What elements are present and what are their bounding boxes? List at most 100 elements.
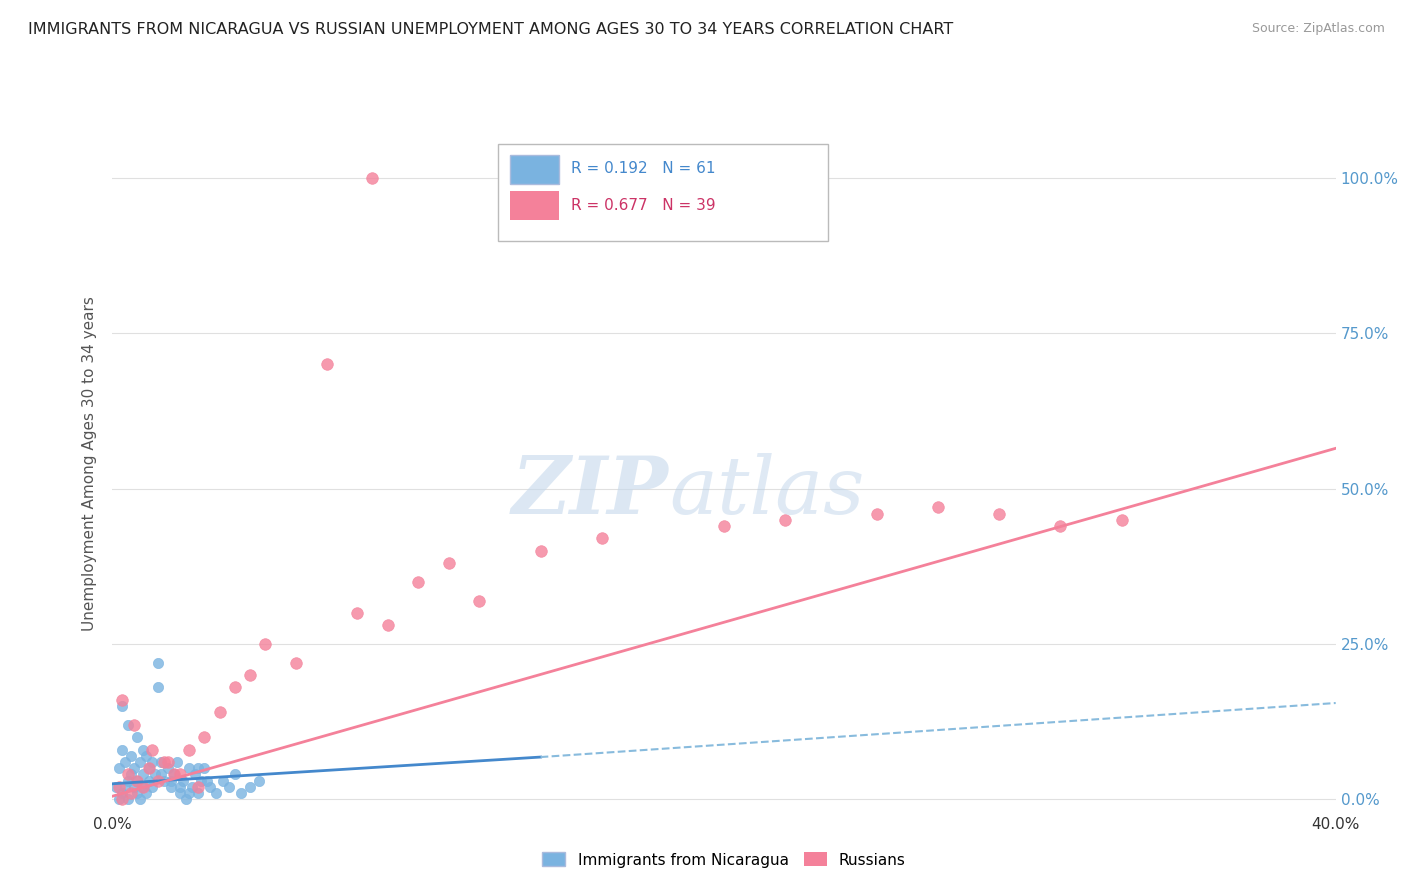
Point [177, 786, 200, 800]
Point [122, 761, 145, 775]
FancyBboxPatch shape [510, 191, 560, 220]
Text: R = 0.192   N = 61: R = 0.192 N = 61 [571, 161, 716, 176]
Text: Source: ZipAtlas.com: Source: ZipAtlas.com [1251, 22, 1385, 36]
Point [141, 780, 163, 794]
FancyBboxPatch shape [498, 144, 828, 241]
FancyBboxPatch shape [510, 155, 560, 184]
Legend: Immigrants from Nicaragua, Russians: Immigrants from Nicaragua, Russians [536, 847, 912, 873]
Point [713, 519, 735, 533]
Point [591, 532, 613, 546]
Point [169, 767, 191, 781]
Point [159, 780, 181, 794]
Point [148, 773, 170, 788]
Point [988, 507, 1011, 521]
Text: ZIP: ZIP [512, 453, 669, 531]
Point [775, 513, 797, 527]
Point [111, 699, 134, 714]
Point [208, 706, 231, 720]
Point [111, 786, 134, 800]
Text: IMMIGRANTS FROM NICARAGUA VS RUSSIAN UNEMPLOYMENT AMONG AGES 30 TO 34 YEARS CORR: IMMIGRANTS FROM NICARAGUA VS RUSSIAN UNE… [28, 22, 953, 37]
Point [120, 748, 142, 763]
Point [138, 761, 160, 775]
Point [218, 780, 240, 794]
Point [129, 755, 152, 769]
Point [377, 618, 399, 632]
Point [866, 507, 889, 521]
Point [177, 742, 200, 756]
Point [114, 755, 136, 769]
Point [193, 761, 215, 775]
Point [111, 742, 134, 756]
Point [187, 786, 209, 800]
Text: atlas: atlas [669, 453, 865, 531]
Point [153, 773, 176, 788]
Point [141, 742, 163, 756]
Point [468, 593, 491, 607]
Point [408, 574, 430, 589]
Point [224, 767, 246, 781]
Point [187, 780, 209, 794]
Point [122, 717, 145, 731]
Point [169, 780, 191, 794]
Point [117, 792, 139, 806]
Point [148, 656, 170, 670]
Point [169, 786, 191, 800]
Point [125, 786, 148, 800]
Point [530, 543, 553, 558]
Point [114, 780, 136, 794]
Point [132, 742, 155, 756]
Point [174, 792, 197, 806]
Point [107, 780, 129, 794]
Point [132, 767, 155, 781]
Point [1049, 519, 1071, 533]
Point [125, 773, 148, 788]
Point [437, 556, 460, 570]
Point [229, 786, 252, 800]
Point [1111, 513, 1133, 527]
Point [111, 693, 134, 707]
Point [190, 773, 212, 788]
Point [135, 786, 157, 800]
Point [166, 755, 188, 769]
Point [143, 767, 166, 781]
Point [346, 606, 368, 620]
Point [247, 773, 270, 788]
Point [927, 500, 949, 515]
Point [125, 730, 148, 744]
Point [239, 668, 262, 682]
Point [132, 780, 155, 794]
Point [135, 748, 157, 763]
Point [193, 730, 215, 744]
Point [239, 780, 262, 794]
Point [163, 767, 186, 781]
Point [104, 780, 127, 794]
Point [163, 767, 186, 781]
Point [122, 780, 145, 794]
Point [159, 773, 181, 788]
Point [141, 755, 163, 769]
Point [107, 761, 129, 775]
Point [361, 171, 384, 186]
Point [156, 761, 179, 775]
Point [117, 773, 139, 788]
Point [111, 792, 134, 806]
Point [172, 773, 194, 788]
Point [184, 767, 207, 781]
Point [150, 755, 173, 769]
Point [138, 773, 160, 788]
Point [195, 773, 218, 788]
Point [148, 681, 170, 695]
Point [120, 767, 142, 781]
Point [177, 761, 200, 775]
Y-axis label: Unemployment Among Ages 30 to 34 years: Unemployment Among Ages 30 to 34 years [82, 296, 97, 632]
Point [315, 358, 337, 372]
Point [132, 780, 155, 794]
Point [117, 717, 139, 731]
Point [150, 767, 173, 781]
Point [187, 761, 209, 775]
Point [125, 773, 148, 788]
Point [254, 637, 277, 651]
Point [224, 681, 246, 695]
Point [156, 755, 179, 769]
Point [211, 773, 233, 788]
